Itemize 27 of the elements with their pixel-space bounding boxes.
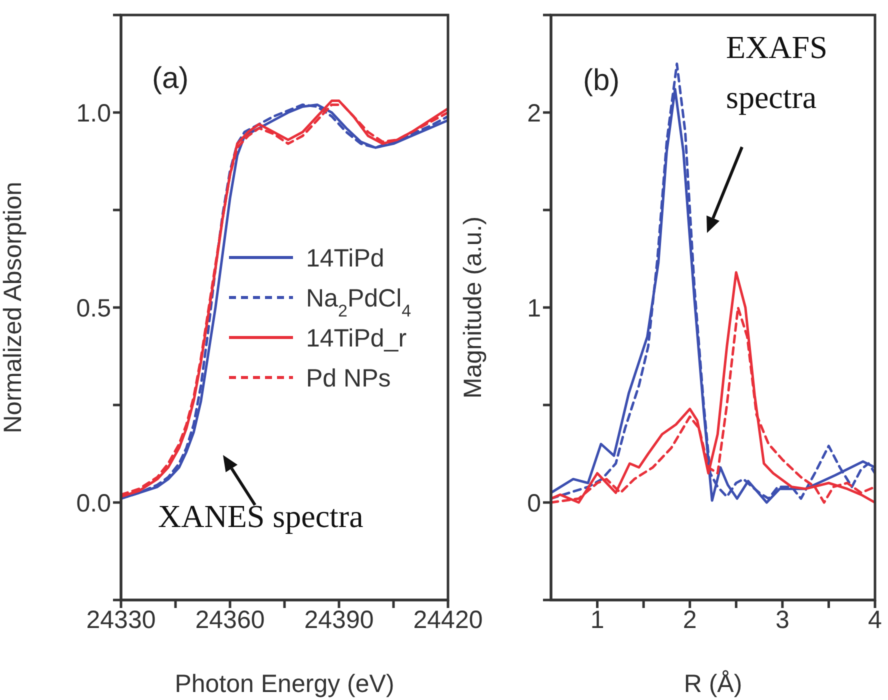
y-axis-title: Magnitude (a.u.) xyxy=(458,216,487,399)
y-tick-label: 1.0 xyxy=(76,99,111,128)
x-tick-label: 3 xyxy=(775,606,790,634)
x-tick-label: 24390 xyxy=(304,606,374,634)
legend-label: Na$_{2}$PdCl$_{4}$ xyxy=(306,284,412,320)
x-tick-label: 2 xyxy=(682,606,697,634)
legend-label: Pd NPs xyxy=(306,364,391,392)
x-tick-label: 24420 xyxy=(413,606,483,634)
x-tick-label: 4 xyxy=(868,606,882,634)
line-series xyxy=(551,271,875,504)
y-axis-title: Normalized Absorption xyxy=(0,182,27,434)
y-tick-label: 0 xyxy=(527,489,541,518)
y-tick-label: 1 xyxy=(527,294,541,322)
annotation: XANES spectra xyxy=(158,498,364,534)
text: (a) xyxy=(152,62,189,95)
x-tick-label: 24360 xyxy=(195,606,265,634)
annotation: EXAFS spectra xyxy=(726,29,828,115)
x-tick-label: 1 xyxy=(590,606,604,634)
y-tick-label: 0.0 xyxy=(76,489,111,518)
y-tick-label: 2 xyxy=(527,99,541,128)
text: (b) xyxy=(583,64,620,97)
x-axis-title: R (Å) xyxy=(684,670,742,698)
x-tick-label: 24330 xyxy=(86,606,156,634)
x-axis-title: Photon Energy (eV) xyxy=(174,670,394,698)
legend-label: 14TiPd xyxy=(306,244,384,272)
legend-label: 14TiPd_r xyxy=(306,324,407,352)
y-tick-label: 0.5 xyxy=(76,294,111,322)
